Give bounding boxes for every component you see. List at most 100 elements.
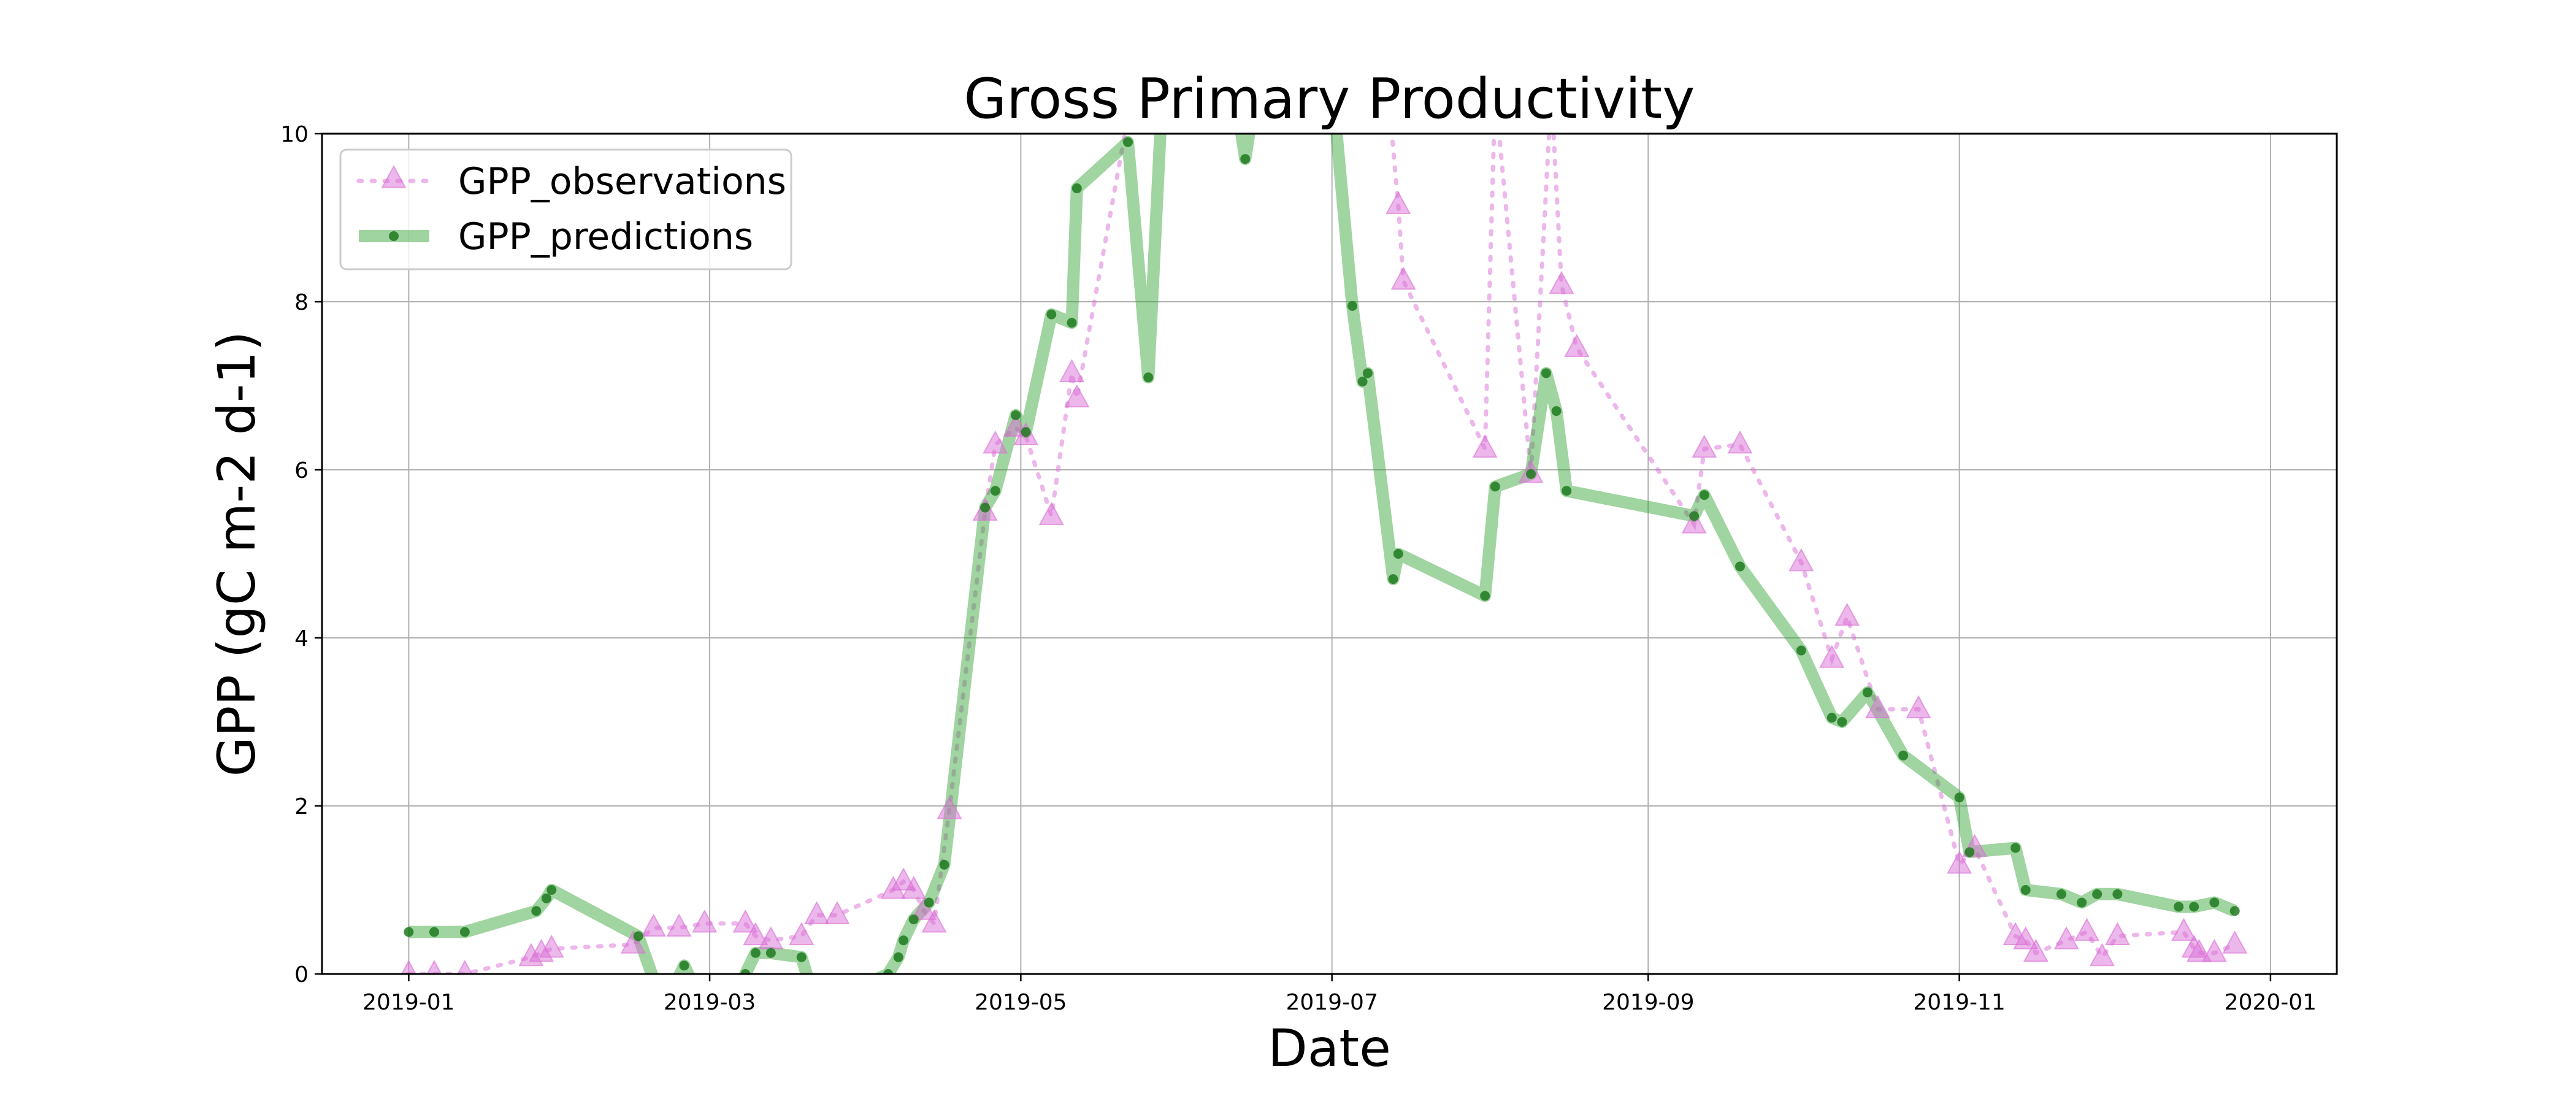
prediction-point	[1357, 377, 1368, 387]
x-axis-label: Date	[1268, 1018, 1391, 1078]
prediction-point	[541, 893, 551, 903]
observation-point	[1038, 502, 1064, 525]
observation-point	[2186, 938, 2212, 962]
observation-point	[1386, 191, 1411, 215]
prediction-point	[1898, 750, 1909, 761]
observation-point	[804, 901, 830, 924]
prediction-point	[893, 952, 903, 962]
legend-marker-observations	[381, 164, 407, 188]
prediction-point	[1551, 406, 1562, 416]
observation-point	[2201, 938, 2227, 962]
observation-point	[1390, 266, 1416, 290]
y-tick-label: 4	[294, 626, 309, 651]
prediction-point	[1071, 183, 1082, 194]
chart-title: Gross Primary Productivity	[964, 67, 1695, 131]
observation-point	[824, 901, 850, 924]
prediction-point	[750, 948, 761, 958]
y-tick-label: 0	[294, 962, 309, 987]
observation-point	[1865, 695, 1891, 719]
observation-point	[666, 913, 692, 937]
prediction-point	[1240, 154, 1251, 164]
observation-point	[2023, 938, 2049, 962]
observation-point	[1906, 695, 1931, 719]
prediction-point	[1347, 301, 1357, 311]
legend: GPP_observations GPP_predictions	[339, 148, 792, 270]
axis-ticks: 2019-01 2019-03 2019-05 2019-07 2019-09 2019-…	[280, 122, 2317, 1015]
x-tick-label: 2019-09	[1602, 990, 1694, 1015]
observation-point	[1564, 334, 1590, 357]
prediction-point	[404, 927, 414, 937]
prediction-point	[2020, 885, 2031, 895]
observation-point	[789, 922, 815, 945]
observation-point	[620, 930, 646, 954]
prediction-point	[740, 969, 751, 974]
prediction-point	[908, 914, 919, 924]
observation-point	[457, 959, 473, 974]
y-tick-label: 2	[294, 794, 309, 819]
observation-point	[1059, 359, 1085, 383]
x-tick-label: 2019-05	[975, 990, 1067, 1015]
observation-point	[2171, 918, 2197, 941]
legend-marker-predictions	[389, 231, 399, 241]
prediction-point	[1735, 561, 1745, 572]
prediction-point	[2229, 906, 2240, 916]
observation-point	[1727, 430, 1753, 454]
x-tick-label: 2019-07	[1286, 990, 1378, 1015]
prediction-point	[459, 927, 470, 937]
observation-point	[692, 909, 718, 933]
prediction-point	[990, 486, 1000, 496]
series-layer	[401, 134, 2248, 974]
legend-label-observations: GPP_observations	[458, 160, 786, 203]
prediction-point	[1388, 574, 1398, 585]
plot-area-frame	[321, 132, 2338, 975]
prediction-point	[1362, 368, 1373, 378]
prediction-point	[546, 885, 557, 895]
observation-point	[2013, 926, 2039, 949]
observation-point	[426, 959, 442, 974]
y-axis-label: GPP (gC m-2 d-1)	[207, 331, 267, 777]
prediction-point	[1699, 490, 1709, 500]
x-tick-label: 2019-01	[362, 990, 454, 1015]
observation-point	[1064, 384, 1090, 408]
prediction-point	[1562, 486, 1572, 496]
prediction-point	[939, 859, 949, 870]
prediction-point	[796, 952, 807, 962]
prediction-point	[2174, 902, 2184, 912]
observation-point	[2053, 926, 2079, 949]
prediction-point	[1526, 469, 1536, 479]
prediction-point	[765, 948, 776, 958]
observation-point	[743, 922, 769, 945]
prediction-point	[1021, 427, 1031, 437]
prediction-point	[2189, 902, 2199, 912]
prediction-point	[1011, 410, 1021, 420]
observation-point	[901, 875, 927, 899]
prediction-point	[1490, 481, 1500, 492]
observation-point	[921, 909, 947, 933]
y-tick-label: 10	[280, 122, 309, 147]
prediction-point	[2112, 889, 2123, 899]
x-tick-label: 2020-01	[2225, 990, 2317, 1015]
y-tick-label: 6	[294, 458, 309, 483]
observation-point	[937, 795, 962, 819]
observation-point	[2089, 943, 2115, 967]
observation-point	[640, 913, 667, 937]
prediction-point	[1067, 318, 1077, 328]
observation-point	[1692, 434, 1717, 458]
observation-point	[1472, 434, 1498, 458]
prediction-point	[1827, 713, 1837, 723]
prediction-point	[2092, 889, 2103, 899]
prediction-point	[679, 960, 689, 971]
y-tick-label: 8	[294, 290, 309, 315]
observation-point	[1946, 850, 1972, 874]
prediction-point	[1393, 549, 1403, 559]
observation-point	[2222, 930, 2248, 954]
observation-point	[1788, 548, 1814, 572]
observation-point	[2104, 922, 2130, 945]
prediction-point	[1541, 368, 1551, 378]
observation-point	[983, 430, 1008, 454]
prediction-point	[2011, 843, 2021, 853]
prediction-point	[980, 502, 991, 513]
observation-point	[911, 897, 937, 920]
observation-point	[1834, 602, 1860, 626]
prediction-point	[531, 906, 542, 916]
